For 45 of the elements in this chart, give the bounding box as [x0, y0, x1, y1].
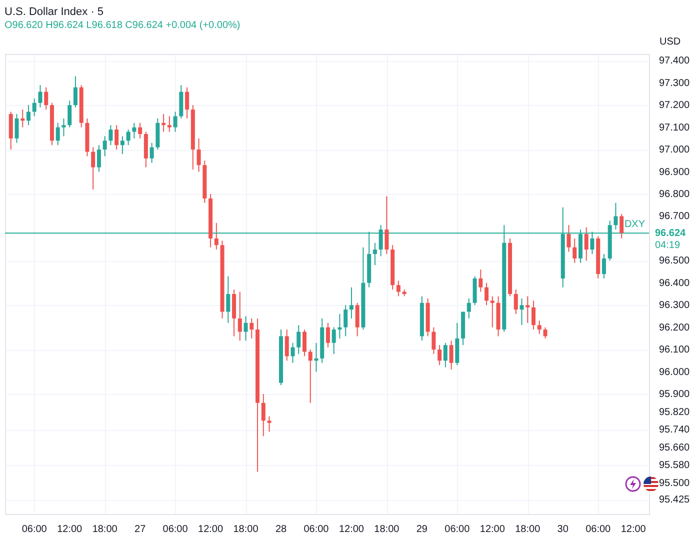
- y-tick-label: 96.800: [659, 189, 690, 200]
- y-tick-label: 96.100: [659, 344, 690, 356]
- y-tick-label: 95.660: [659, 442, 690, 454]
- y-tick-label: 96.000: [659, 366, 690, 378]
- x-tick-label: 28: [275, 524, 287, 535]
- x-tick-label: 29: [416, 524, 428, 535]
- x-tick-label: 12:00: [57, 524, 83, 535]
- x-tick-label: 06:00: [162, 524, 188, 535]
- x-tick-label: 12:00: [198, 524, 224, 535]
- y-tick-label: 95.500: [659, 478, 690, 489]
- y-tick-label: 97.000: [659, 144, 690, 156]
- x-tick-label: 18:00: [374, 524, 400, 535]
- text: 04:19: [655, 240, 680, 252]
- x-tick-label: 18:00: [92, 524, 118, 535]
- y-tick-label: 97.100: [659, 122, 690, 134]
- y-axis-title: USD: [660, 36, 681, 48]
- x-tick-label: 06:00: [304, 524, 330, 535]
- annotation: DXY: [624, 219, 646, 230]
- y-tick-label: 96.400: [659, 278, 690, 289]
- y-tick-label: 95.580: [659, 460, 690, 472]
- x-tick-label: 18:00: [233, 524, 259, 535]
- y-tick-label: 96.500: [659, 256, 690, 267]
- x-tick-label: 06:00: [22, 524, 48, 535]
- x-tick-label: 30: [557, 524, 569, 535]
- y-tick-label: 96.200: [659, 322, 690, 334]
- y-tick-label: 95.740: [659, 424, 690, 436]
- y-tick-label: 97.300: [659, 78, 690, 89]
- y-tick-label: 96.700: [659, 211, 690, 222]
- y-tick-label: 95.425: [659, 494, 690, 506]
- x-tick-label: 12:00: [620, 524, 646, 535]
- ref-line-label: 96.624: [655, 228, 686, 240]
- y-tick-label: 95.900: [659, 389, 690, 400]
- y-tick-label: 96.300: [659, 300, 690, 312]
- x-tick-label: 12:00: [338, 524, 364, 535]
- y-tick-label: 96.900: [659, 166, 690, 178]
- y-tick-label: 95.820: [659, 406, 690, 418]
- y-tick-label: 97.400: [659, 56, 690, 67]
- x-tick-label: 27: [134, 524, 146, 535]
- chart-title: U.S. Dollar Index · 5: [4, 6, 104, 18]
- x-tick-label: 06:00: [444, 524, 470, 535]
- y-tick-label: 97.200: [659, 100, 690, 112]
- x-tick-label: 12:00: [480, 524, 506, 535]
- x-tick-label: 18:00: [515, 524, 541, 535]
- x-tick-label: 06:00: [586, 524, 612, 535]
- chart-subtitle: O96.620 H96.624 L96.618 C96.624 +0.004 (+0.00%): [4, 20, 240, 31]
